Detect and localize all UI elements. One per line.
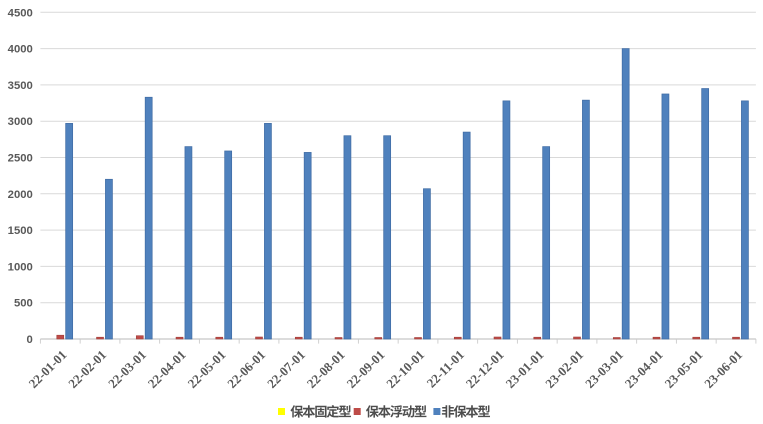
svg-text:1500: 1500 xyxy=(8,225,33,237)
svg-text:1000: 1000 xyxy=(8,261,33,273)
svg-text:0: 0 xyxy=(27,334,33,346)
svg-text:2000: 2000 xyxy=(8,189,33,201)
svg-text:4500: 4500 xyxy=(8,7,33,19)
svg-text:2500: 2500 xyxy=(8,153,33,165)
svg-text:4000: 4000 xyxy=(8,44,33,56)
svg-text:3500: 3500 xyxy=(8,80,33,92)
svg-text:3000: 3000 xyxy=(8,116,33,128)
svg-text:500: 500 xyxy=(14,298,33,310)
